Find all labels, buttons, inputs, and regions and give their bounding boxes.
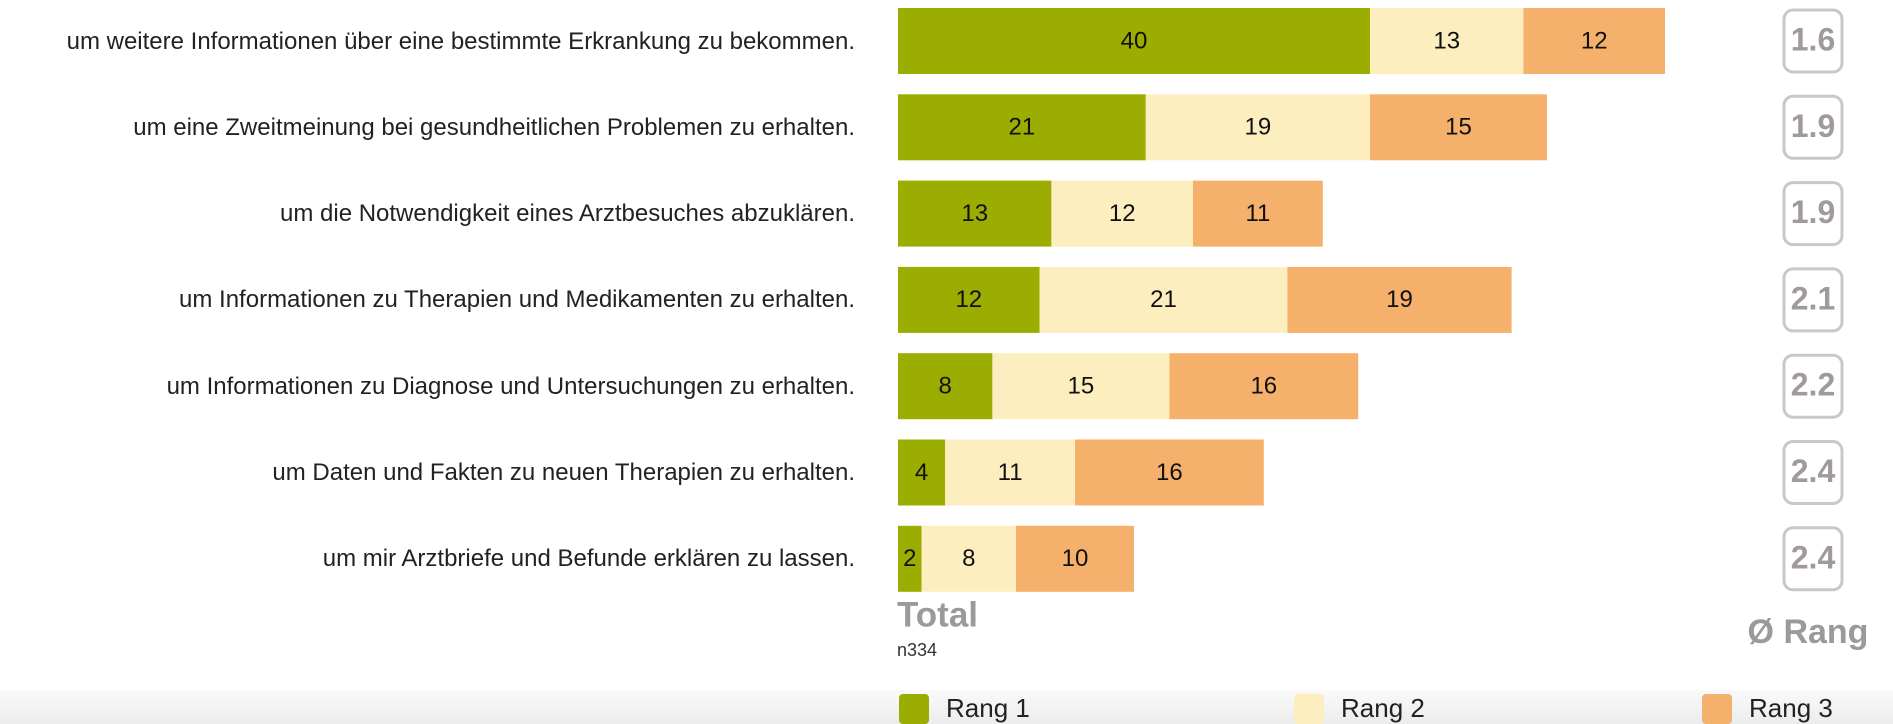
value-label: 11 xyxy=(998,459,1023,486)
bar-segment xyxy=(1075,439,1264,506)
value-label: 4 xyxy=(915,459,928,486)
bar-segment xyxy=(898,180,1052,247)
value-label: 8 xyxy=(939,373,952,400)
legend-label: Rang 1 xyxy=(946,693,1030,723)
rank-badge xyxy=(1782,440,1844,505)
value-label: 12 xyxy=(1581,27,1608,54)
rank-average: 2.4 xyxy=(1791,453,1836,489)
bar-segment xyxy=(898,266,1040,333)
value-label: 12 xyxy=(1109,200,1136,227)
category-label: um weitere Informationen über eine besti… xyxy=(66,27,855,55)
bar-segment xyxy=(1039,266,1288,333)
rank-average: 1.9 xyxy=(1791,194,1835,230)
legend-label: Rang 3 xyxy=(1749,693,1833,723)
bar-segment xyxy=(1145,94,1370,161)
category-label: um Daten und Fakten zu neuen Therapien z… xyxy=(272,459,855,486)
rank-average: 1.9 xyxy=(1791,108,1835,144)
rank-badge xyxy=(1782,353,1844,419)
bar-segment xyxy=(945,439,1075,506)
bar-segment xyxy=(898,525,922,592)
bar-segment xyxy=(1193,180,1323,247)
value-label: 21 xyxy=(1150,286,1177,313)
bar-segment xyxy=(898,8,1370,74)
category-label: um die Notwendigkeit eines Arztbesuches … xyxy=(280,200,855,228)
value-label: 15 xyxy=(1445,114,1472,141)
value-label: 10 xyxy=(1062,545,1089,572)
value-label: 13 xyxy=(1433,27,1460,54)
bar-segment xyxy=(1370,94,1547,161)
rank-average: 2.2 xyxy=(1791,367,1835,403)
bar-segment xyxy=(1370,8,1524,74)
rank-badge xyxy=(1782,8,1844,74)
rank-average: 2.4 xyxy=(1791,539,1836,575)
value-label: 15 xyxy=(1068,373,1095,400)
rank-average: 1.6 xyxy=(1791,21,1835,57)
bar-segment xyxy=(898,94,1146,161)
rank-badge xyxy=(1782,94,1844,160)
legend-label: Rang 2 xyxy=(1341,693,1425,723)
category-label: um Informationen zu Diagnose und Untersu… xyxy=(166,372,855,400)
bar-segment xyxy=(1523,8,1665,74)
value-label: 21 xyxy=(1009,114,1036,141)
bar-segment xyxy=(1016,525,1134,592)
value-label: 16 xyxy=(1156,459,1183,486)
bar-segment xyxy=(898,353,993,420)
rank-average-title: Ø Rang xyxy=(1748,613,1869,651)
value-label: 8 xyxy=(962,545,975,572)
bar-segment xyxy=(1051,180,1193,247)
value-label: 12 xyxy=(955,286,982,313)
category-label: um Informationen zu Therapien und Medika… xyxy=(179,286,855,314)
rank-badge xyxy=(1782,181,1844,247)
category-label: um eine Zweitmeinung bei gesundheitliche… xyxy=(133,113,855,141)
rank-badge xyxy=(1782,267,1844,333)
value-label: 19 xyxy=(1386,286,1413,313)
value-label: 40 xyxy=(1121,27,1148,54)
bar-segment xyxy=(921,525,1016,592)
footer-band xyxy=(0,690,1893,724)
value-label: 13 xyxy=(961,200,988,227)
legend-swatch xyxy=(899,694,929,724)
bar-segment xyxy=(898,439,946,506)
value-label: 2 xyxy=(903,545,916,572)
sample-size: n334 xyxy=(897,640,937,660)
value-label: 16 xyxy=(1250,373,1277,400)
rank-average: 2.1 xyxy=(1791,280,1835,316)
legend-swatch xyxy=(1702,694,1732,724)
bar-segment xyxy=(992,353,1170,420)
category-label: um mir Arztbriefe und Befunde erklären z… xyxy=(322,545,855,573)
value-label: 19 xyxy=(1245,114,1272,141)
bar-segment xyxy=(1287,266,1512,333)
bar-segment xyxy=(1169,353,1359,420)
rank-badge xyxy=(1782,526,1844,592)
legend-swatch xyxy=(1294,694,1324,724)
value-label: 11 xyxy=(1245,200,1270,227)
group-label: Total xyxy=(897,595,978,634)
